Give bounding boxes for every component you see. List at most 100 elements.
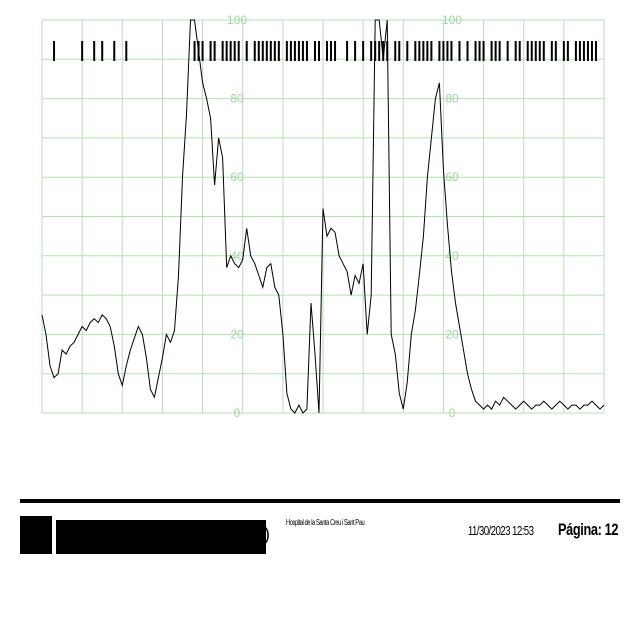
event-tick [269, 41, 272, 61]
event-tick [394, 41, 397, 61]
y-tick-label: 0 [234, 406, 241, 420]
event-tick [574, 41, 577, 61]
y-tick-label: 60 [230, 170, 244, 184]
event-tick [466, 41, 469, 61]
y-tick-label: 60 [445, 170, 459, 184]
event-tick [378, 41, 381, 61]
event-tick [113, 41, 116, 61]
event-tick [554, 41, 557, 61]
event-tick [422, 41, 425, 61]
y-tick-label: 0 [449, 406, 456, 420]
event-tick [301, 41, 304, 61]
event-tick [293, 41, 296, 61]
event-tick [245, 41, 248, 61]
event-tick [370, 41, 373, 61]
event-tick [490, 41, 493, 61]
event-tick [506, 41, 509, 61]
event-tick [257, 41, 260, 61]
y-tick-label: 40 [445, 249, 459, 263]
print-datetime: 11/30/2023 12:53 [468, 523, 534, 538]
y-tick-label: 20 [230, 327, 244, 341]
event-tick [562, 41, 565, 61]
event-tick [273, 41, 276, 61]
event-tick [494, 41, 497, 61]
event-tick [458, 41, 461, 61]
y-tick-label: 20 [445, 327, 459, 341]
event-tick [261, 41, 264, 61]
event-tick [326, 41, 329, 61]
event-tick [334, 41, 337, 61]
event-tick [450, 41, 453, 61]
event-tick [518, 41, 521, 61]
event-tick [542, 41, 545, 61]
event-tick [474, 41, 477, 61]
event-tick [265, 41, 268, 61]
event-tick [430, 41, 433, 61]
event-tick [586, 41, 589, 61]
event-tick [330, 41, 333, 61]
event-tick [209, 41, 212, 61]
event-tick [277, 41, 280, 61]
event-tick [538, 41, 541, 61]
logo-redacted [20, 516, 52, 554]
page-label: Página: [557, 520, 602, 539]
event-tick [414, 41, 417, 61]
event-tick [438, 41, 441, 61]
event-tick [193, 41, 196, 61]
event-tick [594, 41, 597, 61]
page-number: 12 [604, 520, 619, 539]
y-tick-label: 100 [442, 13, 462, 27]
event-tick [317, 41, 320, 61]
event-tick [354, 41, 357, 61]
event-tick [478, 41, 481, 61]
ctg-chart: 0 20 40 60 80 100 0 20 40 60 80 100 [41, 13, 605, 420]
event-tick [406, 41, 409, 61]
event-tick [229, 41, 232, 61]
event-tick [582, 41, 585, 61]
y-tick-label: 80 [230, 92, 244, 106]
event-tick [550, 41, 553, 61]
event-tick [362, 41, 365, 61]
event-tick [253, 41, 256, 61]
event-tick [482, 41, 485, 61]
footer-divider [20, 499, 620, 503]
event-tick [398, 41, 401, 61]
event-tick [418, 41, 421, 61]
event-tick [514, 41, 517, 61]
event-tick [225, 41, 228, 61]
event-tick [578, 41, 581, 61]
event-tick [426, 41, 429, 61]
event-tick [590, 41, 593, 61]
footer-stamp: 11/30/2023 12:53 Página: 12 [446, 520, 618, 540]
event-tick [530, 41, 533, 61]
event-tick [305, 41, 308, 61]
event-tick [233, 41, 236, 61]
event-tick [289, 41, 292, 61]
y-tick-label: 100 [227, 13, 247, 27]
event-tick [53, 41, 56, 61]
event-tick [382, 41, 385, 61]
event-tick [442, 41, 445, 61]
page-indicator: Página: 12 [558, 520, 618, 540]
event-tick [566, 41, 569, 61]
event-tick [297, 41, 300, 61]
event-tick [534, 41, 537, 61]
patient-name-redacted [56, 520, 266, 554]
event-tick [285, 41, 288, 61]
y-tick-label: 40 [230, 249, 244, 263]
redacted-edge: ) [264, 524, 270, 544]
series-line [41, 19, 605, 414]
event-tick [93, 41, 96, 61]
event-tick [201, 41, 204, 61]
hospital-name: Hospital de la Santa Creu i Sant Pau [286, 518, 365, 527]
event-tick [213, 41, 216, 61]
event-tick [313, 41, 316, 61]
event-tick [101, 41, 104, 61]
event-tick [125, 41, 128, 61]
event-tick [81, 41, 84, 61]
event-tick [221, 41, 224, 61]
event-tick [446, 41, 449, 61]
y-tick-label: 80 [445, 92, 459, 106]
event-tick [498, 41, 501, 61]
event-tick [346, 41, 349, 61]
